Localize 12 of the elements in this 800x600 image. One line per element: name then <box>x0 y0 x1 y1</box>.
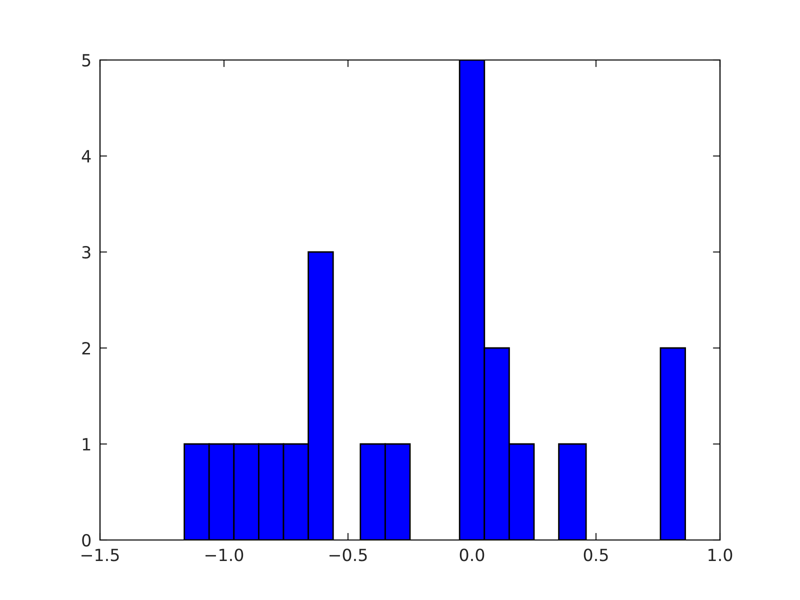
x-tick-label: 0.0 <box>460 548 484 562</box>
x-tick-label: 0.5 <box>584 548 608 562</box>
x-tick-label: −0.5 <box>330 548 367 562</box>
x-tick-label: 1.0 <box>708 548 732 562</box>
y-tick-label: 4 <box>82 150 91 162</box>
y-tick-label: 5 <box>82 54 90 67</box>
y-tick-label: 0 <box>82 534 91 547</box>
y-tick-label: 2 <box>82 342 90 354</box>
x-tick-label: −1.5 <box>82 548 119 562</box>
x-tick-label: −1.0 <box>206 548 244 562</box>
y-tick-label: 3 <box>82 246 90 259</box>
y-tick-label: 1 <box>82 438 90 450</box>
